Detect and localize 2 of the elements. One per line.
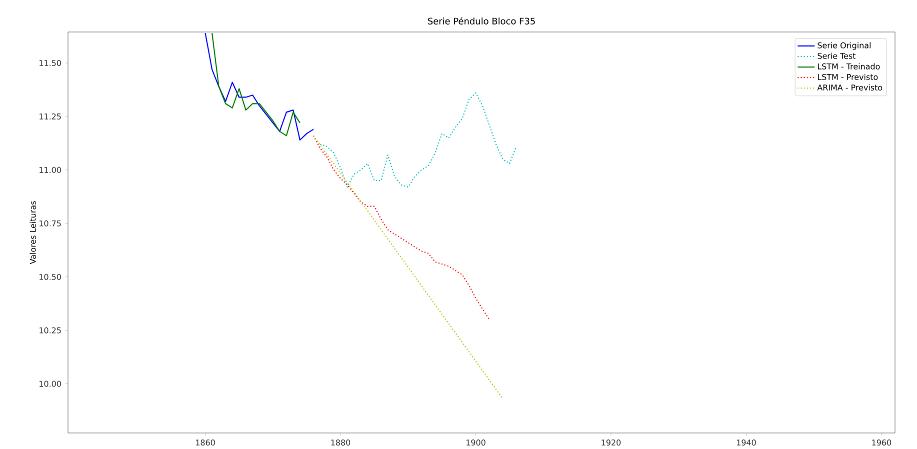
chart-title: Serie Péndulo Bloco F35 <box>428 17 535 25</box>
line-series <box>320 92 517 188</box>
